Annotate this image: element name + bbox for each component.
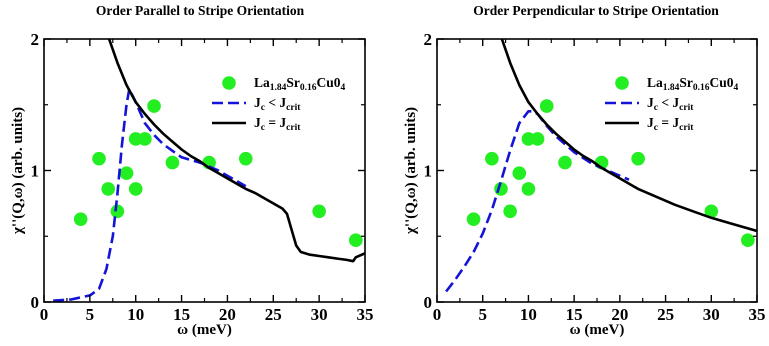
data-point bbox=[631, 151, 645, 166]
x-tick-label: 25 bbox=[657, 305, 674, 324]
y-tick-label: 1 bbox=[31, 162, 40, 181]
x-tick-label: 20 bbox=[611, 305, 628, 324]
data-point bbox=[466, 212, 481, 226]
y-tick-label: 2 bbox=[31, 30, 40, 49]
data-point bbox=[312, 204, 326, 219]
y-tick-label: 0 bbox=[31, 293, 40, 312]
legend: La1.84Sr0.16Cu04 Jc < Jcrit Jc = Jcrit bbox=[212, 75, 346, 133]
data-point bbox=[238, 151, 253, 166]
legend-label: Jc = Jcrit bbox=[254, 115, 301, 133]
scatter-series bbox=[73, 99, 363, 247]
data-point bbox=[558, 155, 572, 170]
data-point bbox=[119, 166, 134, 180]
data-point bbox=[73, 212, 88, 226]
data-point bbox=[485, 151, 499, 166]
series-line-solid bbox=[107, 39, 365, 263]
x-tick-label: 5 bbox=[478, 305, 487, 324]
scatter-series bbox=[466, 99, 755, 247]
data-point bbox=[128, 182, 143, 196]
data-point bbox=[147, 99, 161, 113]
data-point bbox=[349, 233, 363, 247]
data-point bbox=[503, 204, 517, 219]
data-point bbox=[512, 166, 527, 180]
legend-label: La1.84Sr0.16Cu04 bbox=[254, 75, 346, 93]
x-tick-label: 25 bbox=[265, 305, 282, 324]
y-tick-label: 2 bbox=[424, 30, 433, 49]
series-line-dashed bbox=[445, 110, 630, 293]
chart-panel-2: Order Perpendicular to Stripe Orientatio… bbox=[403, 3, 766, 338]
x-tick-label: 10 bbox=[127, 305, 144, 324]
data-point bbox=[521, 182, 536, 196]
x-tick-label: 5 bbox=[86, 305, 95, 324]
x-tick-label: 30 bbox=[311, 305, 328, 324]
data-point bbox=[539, 99, 554, 113]
legend: La1.84Sr0.16Cu04 Jc < Jcrit Jc = Jcrit bbox=[605, 75, 739, 133]
chart-title: Order Parallel to Stripe Orientation bbox=[96, 3, 305, 18]
data-point bbox=[92, 151, 106, 166]
chart-title: Order Perpendicular to Stripe Orientatio… bbox=[473, 3, 719, 18]
data-point bbox=[741, 233, 755, 247]
x-tick-label: 10 bbox=[520, 305, 537, 324]
y-axis-label: χ''(Q,ω) (arb. units) bbox=[10, 107, 26, 235]
data-point bbox=[138, 132, 152, 146]
x-tick-label: 0 bbox=[40, 305, 49, 324]
data-point bbox=[530, 132, 545, 146]
data-point bbox=[110, 204, 125, 219]
x-tick-label: 0 bbox=[433, 305, 442, 324]
x-axis-label: ω (meV) bbox=[177, 322, 232, 338]
data-point bbox=[101, 182, 115, 196]
x-tick-label: 15 bbox=[566, 305, 583, 324]
y-tick-label: 0 bbox=[424, 293, 433, 312]
data-point bbox=[704, 204, 719, 219]
legend-marker-scatter bbox=[615, 76, 629, 90]
x-axis-label: ω (meV) bbox=[570, 322, 625, 338]
legend-marker-scatter bbox=[222, 76, 236, 90]
legend-label: Jc < Jcrit bbox=[254, 95, 301, 113]
x-tick-label: 30 bbox=[703, 305, 720, 324]
series-line-solid bbox=[500, 39, 757, 233]
data-point bbox=[165, 155, 180, 170]
legend-label: Jc < Jcrit bbox=[647, 95, 694, 113]
x-tick-label: 15 bbox=[173, 305, 190, 324]
x-tick-label: 35 bbox=[749, 305, 766, 324]
y-axis-label: χ''(Q,ω) (arb. units) bbox=[403, 107, 419, 235]
x-tick-label: 20 bbox=[219, 305, 236, 324]
legend-label: Jc = Jcrit bbox=[647, 115, 694, 133]
legend-label: La1.84Sr0.16Cu04 bbox=[647, 75, 739, 93]
y-tick-label: 1 bbox=[424, 162, 433, 181]
x-tick-label: 35 bbox=[357, 305, 374, 324]
